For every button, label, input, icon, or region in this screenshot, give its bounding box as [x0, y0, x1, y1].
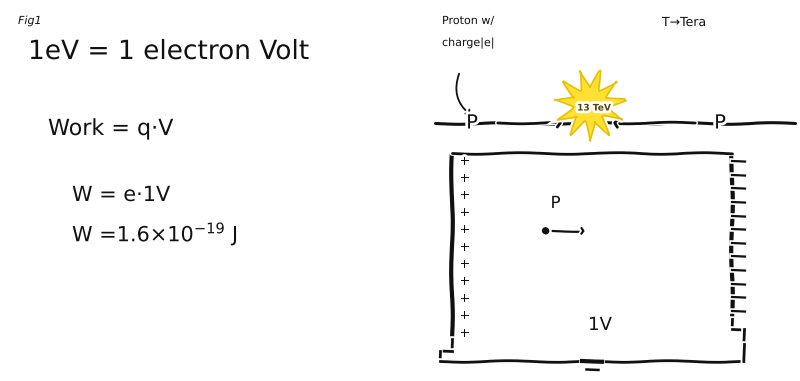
Text: +: +	[460, 240, 470, 253]
Text: Work = q·V: Work = q·V	[48, 119, 174, 139]
Text: P: P	[714, 114, 726, 133]
Text: 13 TeV: 13 TeV	[577, 104, 611, 112]
Text: P: P	[550, 194, 561, 212]
Text: P: P	[466, 114, 478, 133]
Text: +: +	[460, 275, 470, 288]
Text: 1V: 1V	[588, 316, 612, 334]
Text: 1eV = 1 electron Volt: 1eV = 1 electron Volt	[28, 39, 310, 65]
Text: charge|e|: charge|e|	[442, 38, 494, 48]
Text: +: +	[460, 172, 470, 185]
Text: +: +	[460, 189, 470, 202]
Text: T→Tera: T→Tera	[662, 16, 706, 29]
Text: +: +	[460, 292, 470, 305]
Text: Proton w/: Proton w/	[442, 16, 494, 26]
Text: +: +	[460, 309, 470, 322]
Text: +: +	[460, 258, 470, 271]
Text: W =1.6$\times$10$^{-19}$ J: W =1.6$\times$10$^{-19}$ J	[72, 219, 238, 248]
Text: +: +	[460, 327, 470, 339]
Text: +: +	[460, 223, 470, 236]
Text: +: +	[460, 155, 470, 168]
Polygon shape	[554, 70, 626, 141]
Text: W = e·1V: W = e·1V	[72, 185, 170, 205]
Text: +: +	[460, 206, 470, 219]
Text: Fig1: Fig1	[18, 16, 42, 26]
